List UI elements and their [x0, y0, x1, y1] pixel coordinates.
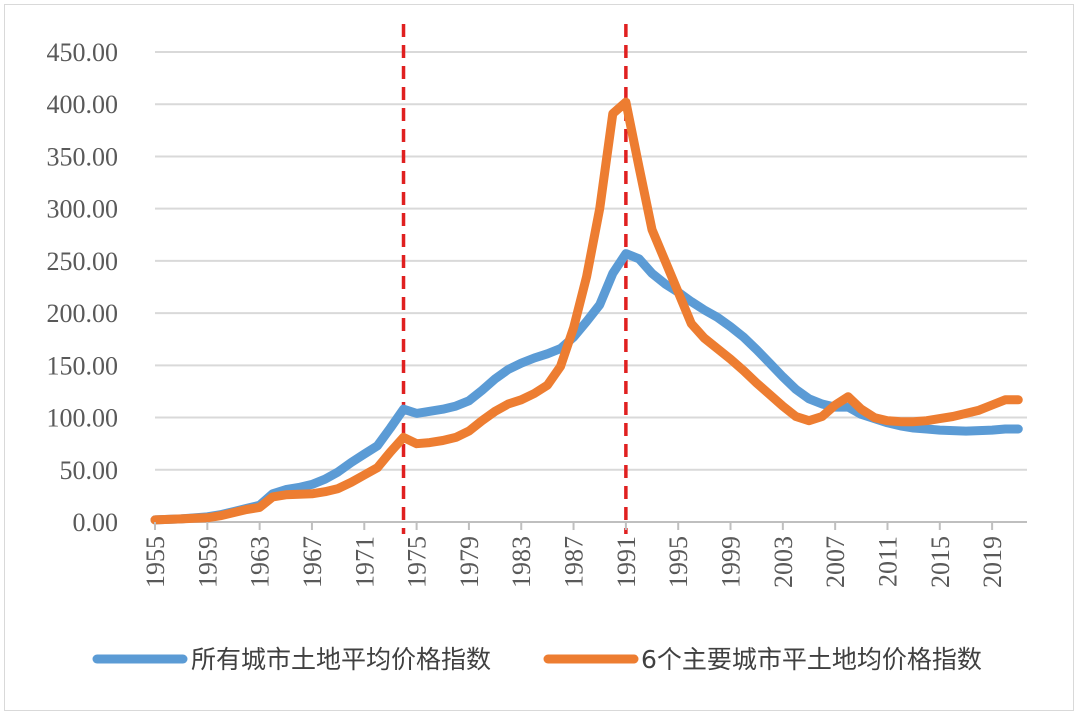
- x-tick-label: 2019: [978, 536, 1007, 588]
- y-tick-label: 100.00: [47, 404, 119, 433]
- legend-label-six-cities: 6个主要城市平土地均价格指数: [641, 645, 982, 674]
- y-tick-label: 450.00: [47, 38, 119, 67]
- x-tick-label: 1959: [193, 536, 222, 588]
- series-lines: [150, 97, 1023, 525]
- y-tick-label: 50.00: [60, 456, 119, 485]
- x-tick-label: 1995: [664, 536, 693, 588]
- x-tick-label: 1979: [455, 536, 484, 588]
- x-tick-label: 2015: [926, 536, 955, 588]
- y-tick-label: 0.00: [73, 508, 119, 537]
- grid-lines: [155, 51, 1027, 523]
- y-tick-label: 350.00: [47, 142, 119, 171]
- y-tick-label: 250.00: [47, 247, 119, 276]
- x-tick-label: 2003: [769, 536, 798, 588]
- x-tick-label: 2007: [821, 536, 850, 588]
- y-tick-label: 400.00: [47, 90, 119, 119]
- x-tick-label: 1971: [350, 536, 379, 588]
- x-tick-label: 1955: [141, 536, 170, 588]
- x-tick-label: 1983: [507, 536, 536, 588]
- x-tick-label: 1987: [560, 536, 589, 588]
- y-axis-ticks: 0.00 50.00 100.00 150.00 200.00 250.00 300.00 3…: [47, 38, 119, 537]
- x-tick-label: 1991: [612, 536, 641, 588]
- x-tick-label: 1999: [717, 536, 746, 588]
- legend-label-all-cities: 所有城市土地平均价格指数: [191, 645, 491, 674]
- y-tick-label: 300.00: [47, 195, 119, 224]
- series-line-six-cities: [150, 97, 1023, 525]
- x-tick-label: 1963: [246, 536, 275, 588]
- y-tick-label: 150.00: [47, 351, 119, 380]
- legend: 所有城市土地平均价格指数 6个主要城市平土地均价格指数: [92, 645, 982, 674]
- x-axis-ticks: 1955 1959 1963 1967 1971 1975 1979 1983 1987 1991…: [141, 522, 1007, 588]
- reference-lines: [401, 24, 628, 534]
- x-tick-label: 1967: [298, 536, 327, 588]
- y-tick-label: 200.00: [47, 299, 119, 328]
- x-tick-label: 2011: [873, 536, 902, 587]
- x-tick-label: 1975: [403, 536, 432, 588]
